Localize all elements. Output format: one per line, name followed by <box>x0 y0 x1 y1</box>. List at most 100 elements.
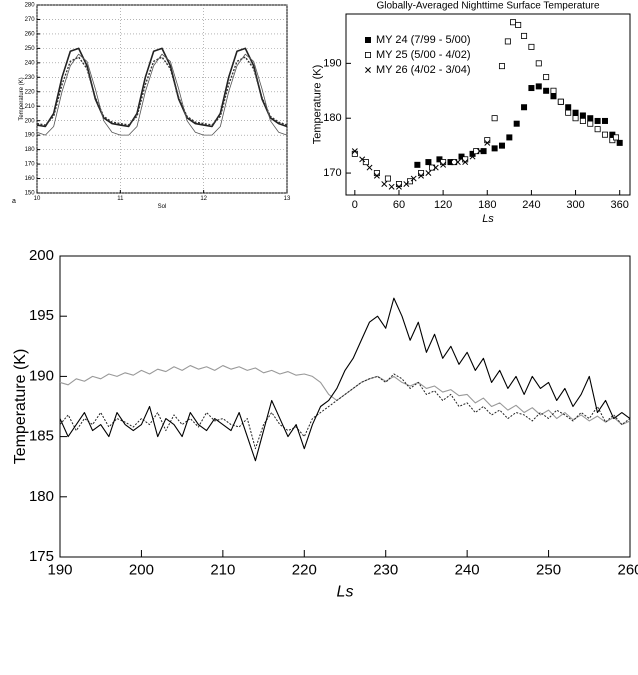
point <box>528 85 535 92</box>
point <box>498 63 505 70</box>
point <box>484 139 491 146</box>
point <box>451 159 458 166</box>
point <box>587 115 594 122</box>
point <box>418 172 425 179</box>
y-tick-label: 195 <box>29 307 54 324</box>
point <box>513 120 520 127</box>
y-axis-label: Temperature (K) <box>19 77 25 120</box>
x-tick-label: 230 <box>373 561 398 578</box>
legend-label: MY 26 (4/02 - 3/04) <box>376 64 471 76</box>
series-line <box>59 373 631 450</box>
x-tick-label: 120 <box>434 199 452 211</box>
series-line <box>36 47 288 128</box>
point <box>572 115 579 122</box>
point <box>535 60 542 67</box>
x-tick-label: 220 <box>292 561 317 578</box>
chart-title: Globally-Averaged Nighttime Surface Temp… <box>376 1 600 12</box>
point <box>476 148 483 155</box>
plot-frame <box>36 4 288 194</box>
legend-marker <box>364 52 371 59</box>
y-tick-label: 280 <box>25 3 36 9</box>
point <box>462 159 469 166</box>
point <box>521 104 528 111</box>
series-line <box>36 56 288 126</box>
point <box>373 170 380 177</box>
x-tick-label: 260 <box>617 561 638 578</box>
x-tick-label: 360 <box>611 199 629 211</box>
x-tick-label: 13 <box>284 196 291 202</box>
point <box>403 181 410 187</box>
point <box>579 117 586 124</box>
x-tick-label: 240 <box>522 199 540 211</box>
point <box>440 159 447 166</box>
point <box>469 153 476 160</box>
x-tick-label: 180 <box>478 199 496 211</box>
point <box>535 83 542 90</box>
plot-frame <box>59 255 631 558</box>
y-tick-label: 190 <box>323 57 341 69</box>
y-tick-label: 200 <box>25 118 36 124</box>
point <box>351 148 358 155</box>
legend-label: MY 25 (5/00 - 4/02) <box>376 49 471 61</box>
point <box>381 181 388 187</box>
x-tick-label: 60 <box>393 199 405 211</box>
point <box>407 178 414 185</box>
x-tick-label: 12 <box>200 196 207 202</box>
point <box>504 38 511 45</box>
point <box>432 164 439 171</box>
x-tick-label: 190 <box>47 561 72 578</box>
point <box>521 32 528 39</box>
x-tick-label: 250 <box>536 561 561 578</box>
x-axis-label: Sol <box>158 204 167 210</box>
point <box>440 161 447 168</box>
series-line <box>36 53 288 136</box>
y-tick-label: 150 <box>25 191 36 197</box>
y-tick-label: 190 <box>29 367 54 384</box>
x-tick-label: 210 <box>210 561 235 578</box>
point <box>373 172 380 179</box>
legend-marker <box>365 67 371 73</box>
x-tick-label: 10 <box>34 196 41 202</box>
point <box>384 175 391 182</box>
point <box>601 131 608 138</box>
point <box>366 164 373 171</box>
y-tick-label: 175 <box>29 548 54 565</box>
point <box>515 21 522 28</box>
point <box>565 104 572 111</box>
point <box>491 145 498 152</box>
point <box>557 98 564 105</box>
point <box>594 117 601 124</box>
point <box>587 120 594 127</box>
point <box>447 159 454 166</box>
point <box>359 156 366 163</box>
x-tick-label: 300 <box>566 199 584 211</box>
y-tick-label: 240 <box>25 60 36 66</box>
point <box>572 109 579 116</box>
y-tick-label: 180 <box>25 147 36 153</box>
point <box>418 170 425 177</box>
point <box>425 159 432 166</box>
y-tick-label: 190 <box>25 133 36 139</box>
x-tick-label: 0 <box>352 199 358 211</box>
point <box>543 87 550 94</box>
y-axis-label: Temperature (K) <box>12 349 29 465</box>
point <box>550 93 557 100</box>
point <box>462 156 469 163</box>
y-tick-label: 170 <box>323 167 341 179</box>
plot-frame <box>345 13 631 196</box>
legend-label: MY 24 (7/99 - 5/00) <box>376 34 471 46</box>
y-tick-label: 270 <box>25 17 36 23</box>
y-tick-label: 160 <box>25 176 36 182</box>
series-line <box>59 297 631 462</box>
point <box>414 161 421 168</box>
panel-label: a <box>12 198 16 205</box>
point <box>565 109 572 116</box>
x-axis-label: Ls <box>482 213 494 225</box>
point <box>396 183 402 190</box>
point <box>528 43 535 50</box>
point <box>484 137 491 144</box>
point <box>491 115 498 122</box>
y-tick-label: 180 <box>323 112 341 124</box>
point <box>510 19 517 26</box>
